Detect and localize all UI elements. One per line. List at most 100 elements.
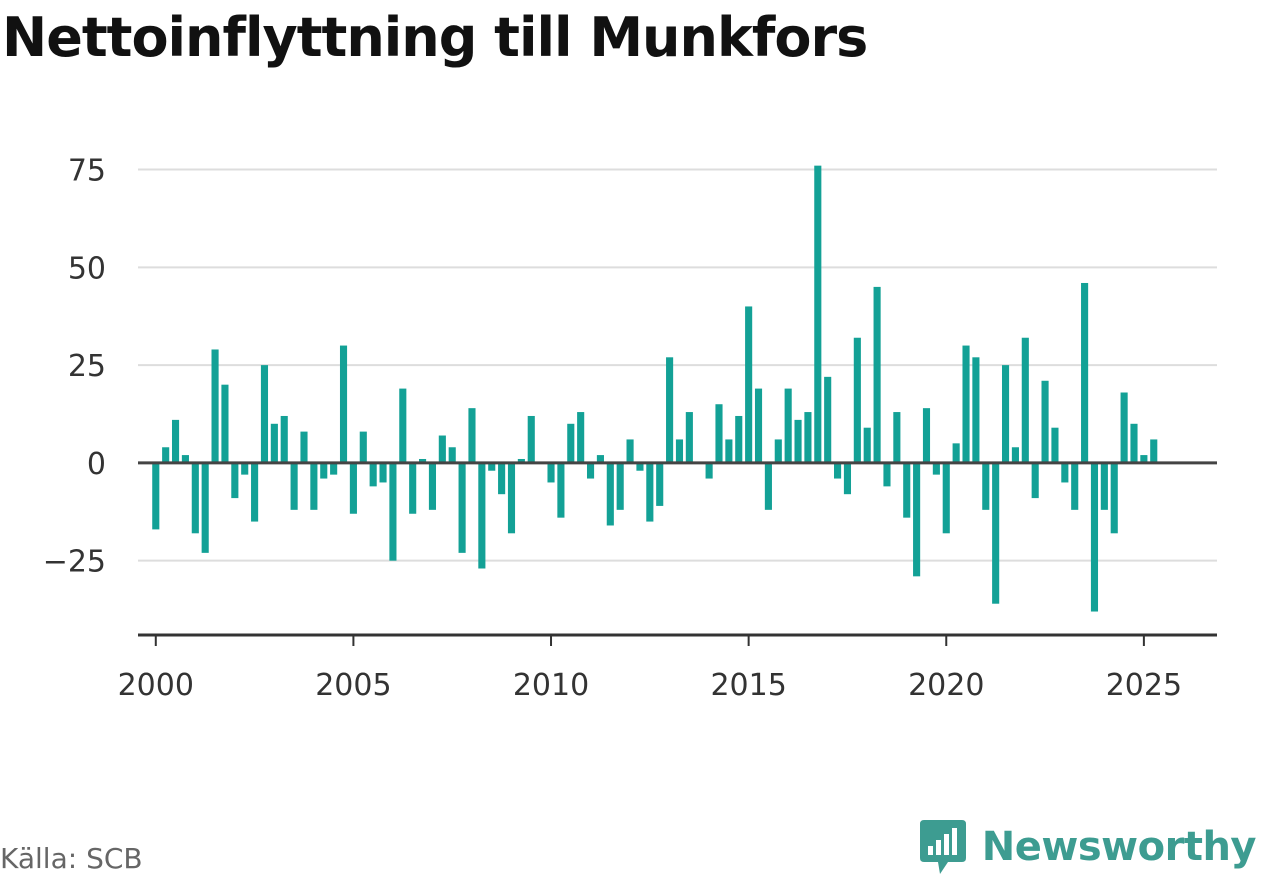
bar [942, 462, 950, 534]
bar [359, 431, 367, 463]
bar [962, 345, 970, 463]
bar [171, 419, 180, 463]
bar [211, 349, 219, 463]
bar [725, 439, 733, 463]
bar [893, 412, 901, 463]
axes [138, 461, 1217, 646]
bar [913, 462, 921, 577]
x-tick-labels: 2000 2005 2010 2015 2020 2025 [118, 668, 1182, 703]
bar [547, 462, 555, 483]
bar [1090, 462, 1099, 612]
bar [814, 165, 822, 463]
bar [774, 439, 782, 463]
y-tick-label: 25 [68, 349, 106, 384]
bar [300, 431, 308, 463]
newsworthy-logo-icon [919, 820, 966, 874]
bar [636, 462, 644, 471]
y-tick-label: 75 [68, 154, 106, 189]
bar [952, 443, 960, 463]
bar [1031, 462, 1039, 499]
bar [270, 423, 278, 463]
bar [715, 404, 723, 463]
bar [903, 462, 911, 518]
bar [1051, 427, 1059, 463]
bar [320, 462, 328, 479]
bar [1110, 462, 1118, 534]
bar [735, 415, 743, 463]
bar [201, 462, 209, 553]
bar [992, 462, 1000, 604]
bar [705, 462, 713, 479]
bar [507, 462, 516, 534]
bar [241, 462, 249, 475]
bar [656, 462, 664, 506]
bar [458, 462, 466, 553]
bar [982, 462, 990, 510]
bar [1130, 423, 1138, 463]
bar [764, 462, 772, 510]
bar [1120, 392, 1128, 463]
bar [221, 384, 229, 463]
bar [853, 337, 861, 463]
bar [1140, 455, 1148, 463]
bar [1001, 365, 1010, 463]
bar [260, 365, 269, 463]
bar [922, 408, 931, 463]
bar [1021, 337, 1029, 463]
bar [369, 462, 377, 487]
bar [349, 462, 357, 514]
bar [1081, 282, 1089, 463]
bar [399, 388, 407, 463]
bar [438, 435, 446, 463]
chart-title: Nettoinflyttning till Munkfors [2, 6, 868, 69]
bar [1041, 380, 1049, 463]
bar [675, 439, 684, 463]
bar [834, 462, 842, 479]
bar [932, 462, 940, 475]
bar [339, 345, 348, 463]
x-tick-label: 2020 [908, 668, 984, 703]
bar [1100, 462, 1108, 510]
bar [666, 357, 674, 463]
bar [972, 357, 980, 463]
bar [419, 458, 427, 463]
bar [389, 462, 397, 561]
bar [488, 462, 496, 471]
bar [596, 455, 604, 463]
bar [883, 462, 891, 487]
bar [251, 462, 259, 522]
y-tick-labels: 75 50 25 0 −25 [43, 154, 106, 580]
bar [527, 415, 535, 463]
brand-logo: Newsworthy [918, 818, 1257, 876]
bar [1071, 462, 1079, 510]
bar [379, 462, 387, 483]
x-tick-label: 2010 [513, 668, 589, 703]
bar [863, 427, 871, 463]
bar [1150, 439, 1158, 463]
bar [181, 455, 189, 463]
bar [428, 462, 437, 510]
bar [567, 423, 575, 463]
y-tick-label: −25 [43, 545, 106, 580]
bar [843, 462, 852, 495]
source-note: Källa: SCB [0, 842, 143, 875]
x-tick-label: 2025 [1106, 668, 1182, 703]
bar [685, 412, 693, 463]
brand-name: Newsworthy [981, 824, 1257, 870]
bar [280, 415, 288, 463]
bar [152, 462, 160, 530]
bar [794, 419, 802, 463]
bars [152, 165, 1158, 612]
bar [577, 412, 585, 463]
bar [448, 447, 456, 463]
bar [873, 286, 881, 463]
bar [1061, 462, 1069, 483]
bar [784, 388, 792, 463]
bar [330, 462, 338, 475]
bar [231, 462, 239, 499]
x-tick-label: 2005 [315, 668, 391, 703]
bar [191, 462, 199, 534]
bar [478, 462, 486, 569]
bar [626, 439, 634, 463]
